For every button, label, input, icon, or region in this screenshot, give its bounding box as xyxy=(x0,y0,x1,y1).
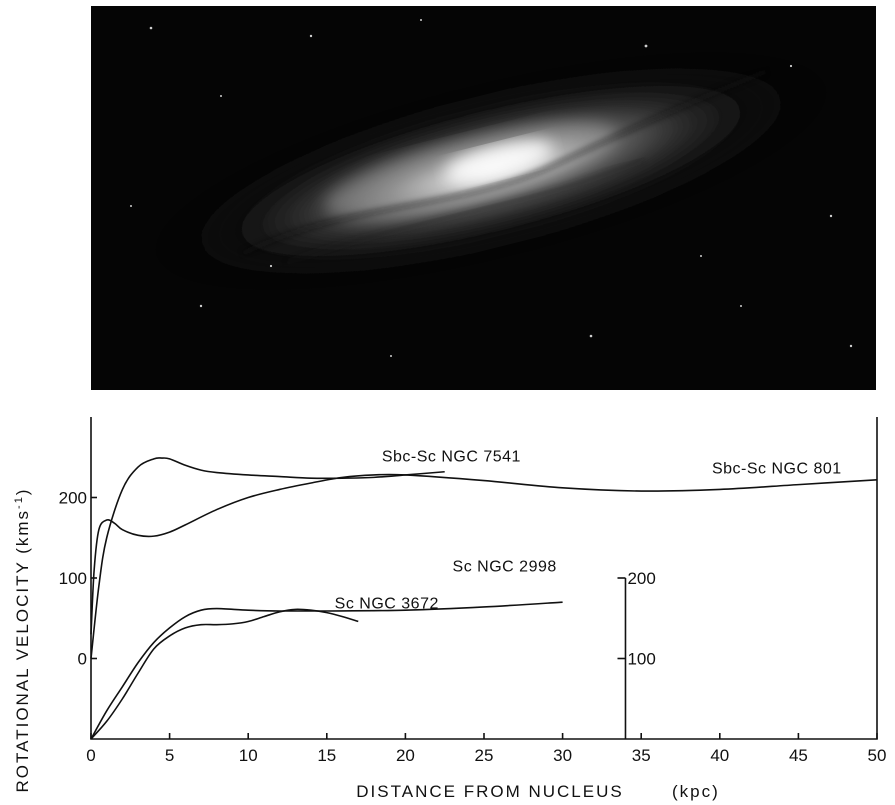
x-tick-label: 50 xyxy=(868,746,887,765)
secondary-y-tick-label: 200 xyxy=(627,569,655,588)
x-tick-label: 35 xyxy=(632,746,651,765)
x-tick-label: 5 xyxy=(165,746,174,765)
y-axis-title: ROTATIONAL VELOCITY (kms-1) xyxy=(13,488,32,793)
x-axis-title: DISTANCE FROM NUCLEUS xyxy=(356,782,623,801)
x-tick-label: 40 xyxy=(710,746,729,765)
series-line-0 xyxy=(90,457,445,659)
y-axis-title-main: ROTATIONAL VELOCITY (kms xyxy=(13,509,32,793)
y-axis-title-close: ) xyxy=(13,488,32,496)
series-label-2: Sc NGC 2998 xyxy=(453,559,557,576)
series-label-1: Sbc-Sc NGC 801 xyxy=(712,460,842,477)
x-tick-label: 30 xyxy=(553,746,572,765)
rotation-curve-chart: 0 5 10 15 20 25 30 35 40 45 50 0 100 200 100 200 Sbc-Sc… xyxy=(13,417,887,801)
y-tick-label: 100 xyxy=(59,569,87,588)
x-tick-label: 15 xyxy=(317,746,336,765)
y-tick-label: 200 xyxy=(59,489,87,508)
chart-annotations: Sbc-Sc NGC 7541 Sbc-Sc NGC 801 Sc NGC 2998… xyxy=(335,448,842,613)
x-tick-label: 10 xyxy=(239,746,258,765)
galaxy-photo xyxy=(91,6,876,390)
x-tick-label: 45 xyxy=(789,746,808,765)
secondary-y-tick-label: 100 xyxy=(627,650,655,669)
x-tick-label: 25 xyxy=(475,746,494,765)
series-line-3 xyxy=(90,608,359,740)
series-label-3: Sc NGC 3672 xyxy=(335,596,439,613)
series-line-2 xyxy=(90,601,563,740)
y-axis-title-sup: -1 xyxy=(13,495,25,509)
x-tick-label: 0 xyxy=(86,746,95,765)
x-tick-label: 20 xyxy=(396,746,415,765)
chart-series xyxy=(90,457,878,740)
series-label-0: Sbc-Sc NGC 7541 xyxy=(382,448,521,465)
series-line-1 xyxy=(90,473,878,635)
y-tick-label: 0 xyxy=(78,650,87,669)
chart-axes: 0 5 10 15 20 25 30 35 40 45 50 0 100 200 100 200 xyxy=(59,417,887,765)
x-axis-unit: (kpc) xyxy=(672,782,720,801)
